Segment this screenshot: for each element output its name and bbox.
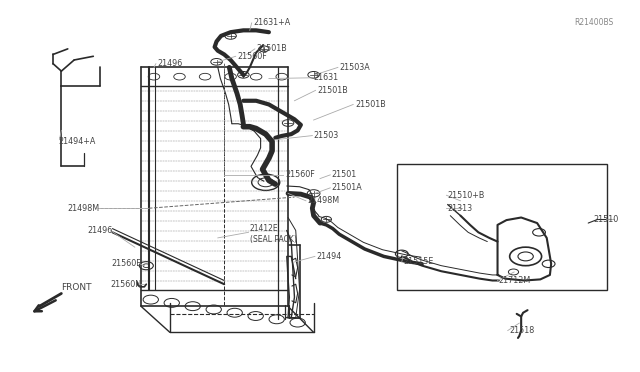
Text: 21498M: 21498M [68,204,100,213]
Text: 21503A: 21503A [339,63,370,72]
Text: 21496: 21496 [87,226,113,235]
Text: 21515E: 21515E [403,257,433,266]
Text: 21501B: 21501B [355,100,386,109]
Text: 21631: 21631 [314,73,339,82]
Bar [397,164,607,290]
Text: 21501A: 21501A [332,183,362,192]
Text: FRONT: FRONT [61,283,92,292]
Text: 21712M: 21712M [499,276,531,285]
Text: 21560N: 21560N [110,280,141,289]
Text: 21494+A: 21494+A [58,137,95,146]
Text: 21412E
(SEAL PACK): 21412E (SEAL PACK) [250,224,296,244]
Text: 21510: 21510 [594,215,619,224]
Text: 21503: 21503 [314,131,339,140]
Text: 21501B: 21501B [256,44,287,53]
Text: 21560F: 21560F [237,52,267,61]
Text: 21518: 21518 [509,326,534,335]
Text: 21498M: 21498M [307,196,339,205]
Text: 21313: 21313 [448,204,473,213]
Text: 21560F: 21560F [285,170,315,179]
Text: 21510+B: 21510+B [448,191,485,200]
Text: 21631+A: 21631+A [253,19,290,28]
Text: 21494: 21494 [317,252,342,261]
Text: 21501: 21501 [332,170,356,179]
Text: R21400BS: R21400BS [575,19,614,28]
Text: 21501B: 21501B [317,86,348,95]
Text: 21560E: 21560E [111,259,141,268]
Text: 21496: 21496 [157,59,182,68]
